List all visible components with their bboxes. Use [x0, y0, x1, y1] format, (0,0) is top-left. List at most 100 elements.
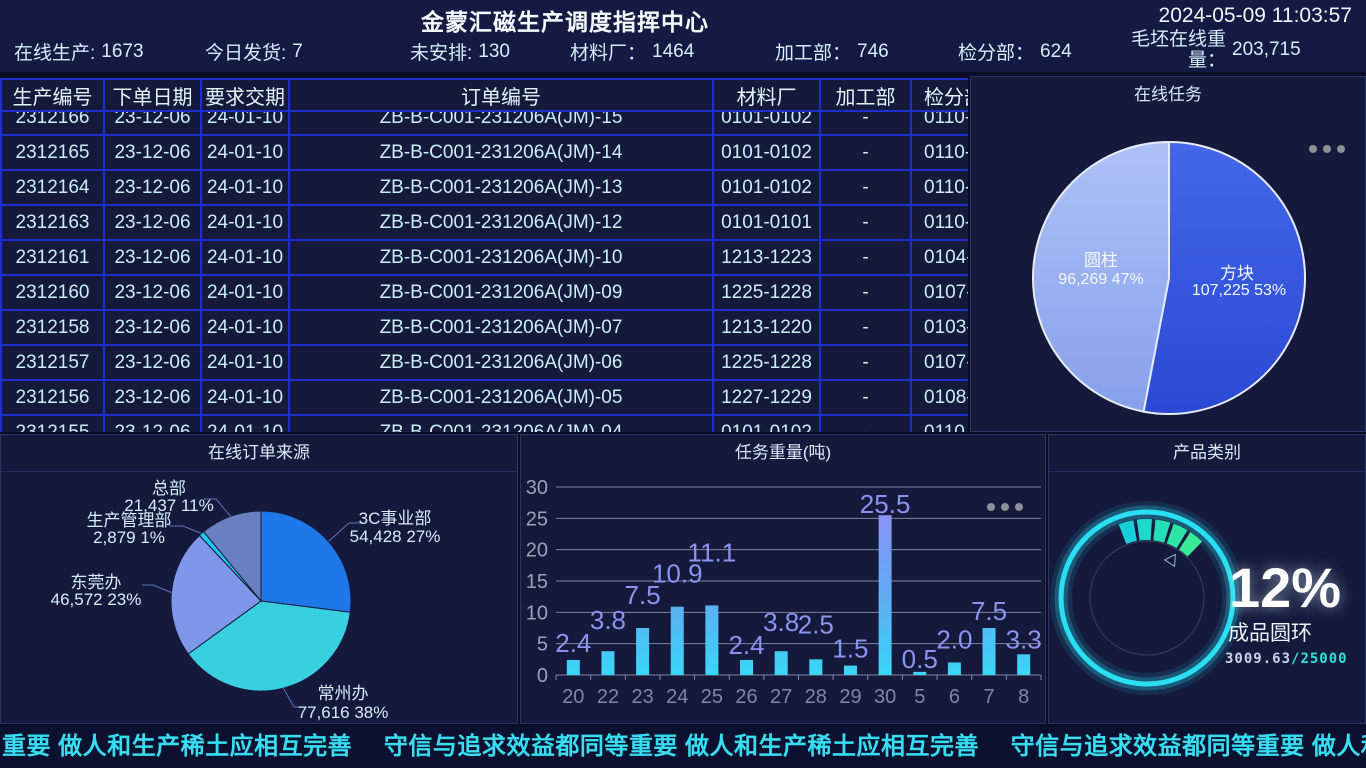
table-cell: 2312156 — [0, 379, 105, 416]
table-cell: ZB-B-C001-231206A(JM)-05 — [288, 379, 714, 416]
table-cell: - — [819, 274, 912, 311]
table-cell: 0107-0 — [910, 274, 968, 311]
table-cell: 23-12-06 — [103, 344, 202, 381]
task-weight-bar-chart: 0 5 10 15 20 25 30 2.4 20 3.8 22 7.5 23 10.9 24 11.1 25 2… — [526, 477, 1042, 708]
column-header: 要求交期 — [200, 78, 290, 112]
svg-text:2.5: 2.5 — [798, 609, 834, 639]
column-header: 材料厂 — [712, 78, 821, 112]
table-row[interactable]: 2312163 23-12-06 24-01-10 ZB-B-C001-231206A… — [0, 204, 968, 241]
svg-text:0.5: 0.5 — [902, 644, 938, 674]
panel-title: 任务重量(吨) — [734, 443, 832, 462]
svg-text:7: 7 — [983, 686, 994, 708]
svg-text:96,269 47%: 96,269 47% — [1058, 271, 1143, 288]
table-row[interactable]: 2312157 23-12-06 24-01-10 ZB-B-C001-231206A… — [0, 344, 968, 381]
table-row[interactable]: 2312161 23-12-06 24-01-10 ZB-B-C001-231206A… — [0, 239, 968, 276]
svg-text:28: 28 — [805, 686, 827, 708]
table-cell: 1213-1220 — [712, 309, 821, 346]
panel-product-category: 产品类别 12% 成品圆环 3009.63/25000 — [1048, 434, 1366, 724]
table-cell: 2312155 — [0, 414, 105, 432]
gauge-label: 成品圆环 — [1228, 622, 1312, 645]
header-row: 生产编号下单日期要求交期订单编号材料厂加工部检分部 — [0, 78, 968, 112]
svg-text:5: 5 — [537, 634, 548, 656]
column-header: 生产编号 — [0, 78, 105, 112]
stat-value: 746 — [857, 40, 889, 62]
table-cell: 24-01-10 — [200, 309, 290, 346]
gauge-total: 25000 — [1300, 651, 1348, 667]
table-row[interactable]: 2312165 23-12-06 24-01-10 ZB-B-C001-231206A… — [0, 134, 968, 171]
svg-text:21,437 11%: 21,437 11% — [124, 496, 213, 515]
table-cell: ZB-B-C001-231206A(JM)-10 — [288, 239, 714, 276]
table-cell: ZB-B-C001-231206A(JM)-04 — [288, 414, 714, 432]
table-row[interactable]: 2312164 23-12-06 24-01-10 ZB-B-C001-231206A… — [0, 169, 968, 206]
svg-text:3.8: 3.8 — [590, 605, 626, 635]
datetime: 2024-05-09 11:03:57 — [1158, 4, 1352, 27]
svg-text:77,616 38%: 77,616 38% — [298, 703, 389, 722]
stat-unscheduled: 未安排: 130 — [410, 38, 510, 65]
stat-label: 加工部： — [775, 43, 852, 64]
table-cell: 0108-0 — [910, 379, 968, 416]
table-row[interactable]: 2312160 23-12-06 24-01-10 ZB-B-C001-231206A… — [0, 274, 968, 311]
stat-label: 毛坯在线重量： — [1130, 29, 1226, 71]
svg-text:总部: 总部 — [152, 479, 186, 498]
table-row[interactable]: 2312166 23-12-06 24-01-10 ZB-B-C001-231206A… — [0, 112, 968, 136]
svg-text:30: 30 — [526, 477, 548, 499]
svg-text:15: 15 — [526, 571, 548, 593]
svg-text:10: 10 — [526, 602, 548, 624]
table-cell: 2312158 — [0, 309, 105, 346]
svg-text:27: 27 — [770, 686, 792, 708]
table-cell: ZB-B-C001-231206A(JM)-14 — [288, 134, 714, 171]
table-cell: 0110-0 — [910, 204, 968, 241]
svg-text:3C事业部: 3C事业部 — [359, 509, 432, 528]
table-cell: 0101-0102 — [712, 112, 821, 136]
stat-material-plant: 材料厂： 1464 — [570, 38, 694, 65]
table-cell: 23-12-06 — [103, 134, 202, 171]
product-ring-gauge — [1050, 501, 1244, 695]
more-menu-icon[interactable] — [1309, 145, 1345, 153]
gauge-percent: 12% — [1229, 556, 1342, 619]
table-cell: 2312157 — [0, 344, 105, 381]
svg-text:7.5: 7.5 — [625, 580, 661, 610]
svg-text:11.1: 11.1 — [688, 537, 737, 567]
table-cell: 1225-1228 — [712, 344, 821, 381]
table-row[interactable]: 2312155 23-12-06 24-01-10 ZB-B-C001-231206A… — [0, 414, 968, 432]
svg-text:24: 24 — [666, 686, 688, 708]
panel-title: 产品类别 — [1049, 435, 1365, 472]
more-menu-icon[interactable] — [987, 503, 1023, 511]
page-title: 金蒙汇磁生产调度指挥中心 — [421, 9, 709, 35]
panel-order-source: 在线订单来源 3C事业部 54,428 27% 常州办 77,616 38% 东莞办 46… — [0, 434, 518, 724]
svg-text:46,572 23%: 46,572 23% — [51, 590, 142, 609]
table-cell: - — [819, 309, 912, 346]
top-header — [0, 0, 1366, 72]
table-cell: 24-01-10 — [200, 112, 290, 136]
stat-label: 未安排: — [410, 43, 473, 64]
table-cell: 0104-0 — [910, 239, 968, 276]
table-cell: 24-01-10 — [200, 344, 290, 381]
table-cell: 23-12-06 — [103, 112, 202, 136]
svg-text:1.5: 1.5 — [832, 634, 868, 664]
table-cell: 23-12-06 — [103, 204, 202, 241]
table-cell: 24-01-10 — [200, 274, 290, 311]
table-row[interactable]: 2312156 23-12-06 24-01-10 ZB-B-C001-231206A… — [0, 379, 968, 416]
table-cell: 2312161 — [0, 239, 105, 276]
svg-text:8: 8 — [1018, 686, 1029, 708]
svg-text:20: 20 — [526, 540, 548, 562]
table-row[interactable]: 2312158 23-12-06 24-01-10 ZB-B-C001-231206A… — [0, 309, 968, 346]
svg-text:30: 30 — [874, 686, 896, 708]
table-cell: ZB-B-C001-231206A(JM)-13 — [288, 169, 714, 206]
table-cell: 24-01-10 — [200, 239, 290, 276]
orders-table[interactable]: 2312166 23-12-06 24-01-10 ZB-B-C001-231206A… — [0, 112, 968, 432]
stat-value: 7 — [292, 40, 303, 62]
svg-text:6: 6 — [949, 686, 960, 708]
table-cell: 23-12-06 — [103, 274, 202, 311]
table-cell: 2312163 — [0, 204, 105, 241]
svg-text:20: 20 — [562, 686, 584, 708]
table-cell: 1227-1229 — [712, 379, 821, 416]
stat-label: 检分部： — [958, 43, 1035, 64]
stat-value: 624 — [1040, 40, 1072, 62]
svg-text:0: 0 — [537, 665, 548, 687]
stat-value: 1464 — [652, 40, 695, 62]
stat-processing-dept: 加工部： 746 — [775, 38, 889, 65]
svg-text:5: 5 — [914, 686, 925, 708]
